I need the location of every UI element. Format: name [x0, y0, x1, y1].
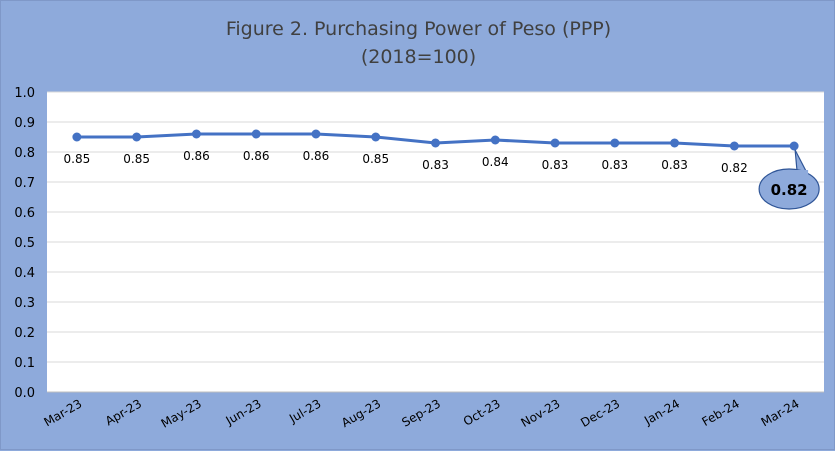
- data-point: [610, 138, 620, 148]
- data-label: 0.84: [482, 155, 509, 169]
- data-point: [191, 129, 201, 139]
- data-point: [789, 141, 799, 151]
- data-label: 0.83: [601, 158, 628, 172]
- data-label: 0.85: [64, 152, 91, 166]
- data-label: 0.83: [661, 158, 688, 172]
- data-label: 0.86: [183, 149, 210, 163]
- x-tick-label: Apr-23: [103, 396, 144, 428]
- y-tick-label: 0.2: [14, 326, 35, 341]
- y-tick-label: 0.0: [14, 386, 35, 401]
- x-tick-label: Aug-23: [339, 396, 383, 430]
- chart-title-block: Figure 2. Purchasing Power of Peso (PPP)…: [1, 15, 835, 71]
- data-point: [251, 129, 261, 139]
- data-label: 0.85: [362, 152, 389, 166]
- x-tick-label: Jan-24: [641, 396, 682, 428]
- callout-bubble: [758, 168, 820, 210]
- chart-title: Figure 2. Purchasing Power of Peso (PPP): [225, 18, 612, 40]
- data-label: 0.83: [542, 158, 569, 172]
- y-tick-label: 0.6: [14, 206, 35, 221]
- data-label: 0.86: [303, 149, 330, 163]
- y-tick-label: 0.4: [14, 266, 35, 281]
- data-point: [670, 138, 680, 148]
- data-point: [132, 132, 142, 142]
- data-point: [431, 138, 440, 148]
- x-tick-label: Sep-23: [399, 396, 443, 429]
- data-label: 0.82: [721, 161, 748, 175]
- y-tick-label: 1.0: [14, 86, 35, 101]
- x-tick-label: Dec-23: [578, 396, 622, 430]
- data-point: [371, 132, 381, 142]
- data-label: 0.86: [243, 149, 270, 163]
- y-tick-label: 0.5: [14, 236, 35, 251]
- data-point: [729, 141, 739, 151]
- y-tick-label: 0.9: [14, 116, 35, 131]
- chart-subtitle: (2018=100): [360, 46, 477, 68]
- x-tick-label: Oct-23: [461, 396, 503, 428]
- y-tick-label: 0.8: [14, 146, 35, 161]
- x-tick-label: May-23: [159, 396, 204, 430]
- data-point: [550, 138, 560, 148]
- callout-label: 0.82: [771, 181, 808, 199]
- y-tick-label: 0.1: [14, 356, 35, 371]
- y-tick-label: 0.3: [14, 296, 35, 311]
- data-point: [311, 129, 321, 139]
- x-tick-label: Mar-24: [759, 396, 802, 429]
- data-label: 0.85: [123, 152, 150, 166]
- y-tick-label: 0.7: [14, 176, 35, 191]
- data-point: [490, 135, 500, 145]
- callout-join: [794, 170, 809, 176]
- x-tick-label: Feb-24: [699, 396, 741, 429]
- x-tick-label: Jul-23: [286, 396, 323, 426]
- data-label: 0.83: [422, 158, 449, 172]
- data-point: [72, 132, 82, 142]
- x-tick-label: Mar-23: [41, 396, 84, 429]
- x-tick-label: Jun-23: [223, 396, 264, 428]
- x-tick-label: Nov-23: [519, 396, 563, 429]
